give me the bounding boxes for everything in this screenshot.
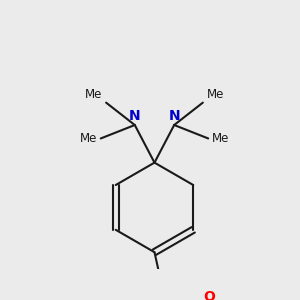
- Text: N: N: [168, 109, 180, 123]
- Text: Me: Me: [85, 88, 103, 101]
- Text: Me: Me: [206, 88, 224, 101]
- Text: Me: Me: [212, 132, 229, 145]
- Text: O: O: [204, 290, 216, 300]
- Text: N: N: [129, 109, 141, 123]
- Text: Me: Me: [80, 132, 97, 145]
